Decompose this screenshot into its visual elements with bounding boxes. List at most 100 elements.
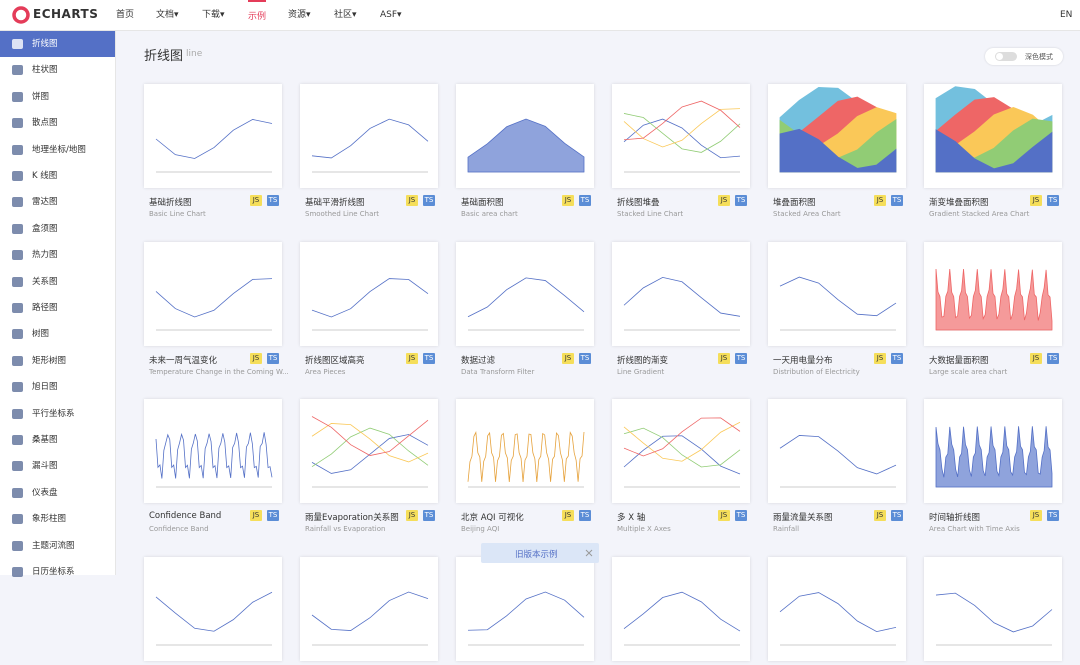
sidebar-item[interactable]: 桑基图: [0, 427, 115, 453]
ts-badge[interactable]: TS: [423, 195, 435, 206]
sidebar-item[interactable]: 盒须图: [0, 216, 115, 242]
ts-badge[interactable]: TS: [1047, 352, 1059, 364]
thumbnail-graphic: [935, 86, 1053, 173]
ts-badge[interactable]: TS: [891, 195, 903, 206]
sidebar: 折线图柱状图饼图 散点图 地理坐标/地图 K 线图 雷达图盒须图热力图关系图路径图树图矩…: [0, 31, 116, 577]
sidebar-item[interactable]: 路径图: [0, 295, 115, 321]
sidebar-label: 漏斗图: [32, 461, 58, 472]
sidebar-item[interactable]: 日历坐标系: [0, 559, 115, 585]
nav-item[interactable]: 文档▾: [156, 10, 179, 20]
sidebar-item[interactable]: 旭日图: [0, 374, 115, 400]
thumbnail: [144, 556, 282, 661]
ts-badge[interactable]: TS: [891, 352, 903, 364]
ts-badge[interactable]: TS: [267, 195, 279, 206]
sidebar-item[interactable]: 雷达图: [0, 189, 115, 215]
sidebar-item[interactable]: 仪表盘: [0, 480, 115, 506]
lang-switch[interactable]: EN: [1060, 10, 1073, 20]
sidebar-icon: [12, 303, 23, 313]
sidebar-item[interactable]: 树图: [0, 321, 115, 347]
js-badge[interactable]: JS: [1030, 352, 1042, 364]
nav-item[interactable]: ASF▾: [380, 10, 402, 20]
close-icon[interactable]: [585, 549, 593, 557]
thumbnail-graphic: [311, 591, 429, 645]
js-badge[interactable]: JS: [718, 352, 730, 364]
sidebar-item[interactable]: 柱状图: [0, 57, 115, 83]
thumbnail: [144, 84, 282, 188]
thumbnail-graphic: [467, 276, 585, 330]
nav-item[interactable]: 资源▾: [288, 10, 311, 20]
js-badge[interactable]: JS: [250, 510, 262, 521]
thumbnail-graphic: [779, 276, 897, 330]
card-title: 雨量Evaporation关系图: [305, 513, 399, 523]
sidebar-label: 盒须图: [32, 223, 58, 234]
sidebar-item[interactable]: 平行坐标系: [0, 401, 115, 427]
sidebar-item[interactable]: 漏斗图: [0, 453, 115, 479]
js-badge[interactable]: JS: [250, 352, 262, 364]
js-badge[interactable]: JS: [562, 510, 574, 521]
sidebar-label: 热力图: [32, 250, 58, 261]
card-subtitle: Basic Line Chart: [149, 210, 206, 218]
js-badge[interactable]: JS: [874, 510, 886, 521]
card-title: 北京 AQI 可视化: [461, 513, 524, 523]
sidebar-item[interactable]: 主题河流图: [0, 533, 115, 559]
sidebar-label: 象形柱图: [32, 514, 67, 525]
ts-badge[interactable]: TS: [267, 510, 279, 521]
thumbnail-graphic: [311, 416, 429, 488]
nav-item[interactable]: 下载▾: [202, 10, 225, 20]
sidebar-item[interactable]: 折线图: [0, 31, 115, 57]
nav-item[interactable]: 示例: [248, 0, 267, 30]
card-subtitle: Distribution of Electricity: [773, 367, 860, 376]
dark-toggle[interactable]: 深色模式: [985, 48, 1063, 65]
sidebar-item[interactable]: 矩形树图: [0, 348, 115, 374]
sidebar-item[interactable]: 散点图: [0, 110, 115, 136]
js-badge[interactable]: JS: [562, 352, 574, 364]
js-badge[interactable]: JS: [718, 510, 730, 521]
js-badge[interactable]: JS: [1030, 195, 1042, 206]
nav-item[interactable]: 首页: [116, 10, 135, 20]
js-badge[interactable]: JS: [406, 352, 418, 364]
ts-badge[interactable]: TS: [579, 510, 591, 521]
ts-badge[interactable]: TS: [1047, 195, 1059, 206]
thumbnail: [456, 399, 594, 503]
sidebar-item[interactable]: K 线图: [0, 163, 115, 189]
sidebar-item[interactable]: 热力图: [0, 242, 115, 268]
sidebar-label: 仪表盘: [32, 487, 58, 498]
js-badge[interactable]: JS: [250, 195, 262, 206]
thumbnail: [612, 241, 750, 346]
sidebar-item[interactable]: 象形柱图: [0, 506, 115, 532]
ts-badge[interactable]: TS: [891, 510, 903, 521]
nav-item[interactable]: 社区▾: [334, 10, 357, 20]
js-badge[interactable]: JS: [406, 195, 418, 206]
old-version-btn[interactable]: 旧版本示例: [481, 543, 599, 563]
js-badge[interactable]: JS: [1030, 510, 1042, 521]
sidebar-icon: [12, 540, 23, 551]
sidebar-label: 平行坐标系: [32, 408, 75, 419]
ts-badge[interactable]: TS: [267, 352, 279, 364]
thumbnail: [456, 241, 594, 346]
js-badge[interactable]: JS: [718, 195, 730, 206]
ts-badge[interactable]: TS: [735, 195, 747, 206]
ts-badge[interactable]: TS: [735, 352, 747, 364]
card-title: 渐变堆叠面积图: [929, 198, 989, 208]
card-subtitle: Stacked Area Chart: [773, 210, 841, 218]
sidebar-label: 旭日图: [32, 382, 58, 393]
thumbnail: [768, 84, 906, 188]
ts-badge[interactable]: TS: [423, 510, 435, 521]
js-badge[interactable]: JS: [406, 510, 418, 521]
sidebar-label: 关系图: [32, 276, 58, 287]
js-badge[interactable]: JS: [874, 195, 886, 206]
ts-badge[interactable]: TS: [1047, 510, 1059, 521]
logo-text[interactable]: ECHARTS: [33, 7, 99, 21]
ts-badge[interactable]: TS: [579, 352, 591, 364]
ts-badge[interactable]: TS: [735, 510, 747, 521]
js-badge[interactable]: JS: [562, 195, 574, 206]
js-badge[interactable]: JS: [874, 352, 886, 364]
sidebar-item[interactable]: 饼图: [0, 84, 115, 110]
ts-badge[interactable]: TS: [423, 352, 435, 364]
sidebar-item[interactable]: 关系图: [0, 269, 115, 295]
sidebar-label: 树图: [32, 329, 50, 340]
ts-badge[interactable]: TS: [579, 195, 591, 206]
sidebar-item[interactable]: 地理坐标/地图: [0, 137, 115, 163]
sidebar-label: 柱状图: [32, 65, 58, 76]
thumbnail: [768, 399, 906, 503]
